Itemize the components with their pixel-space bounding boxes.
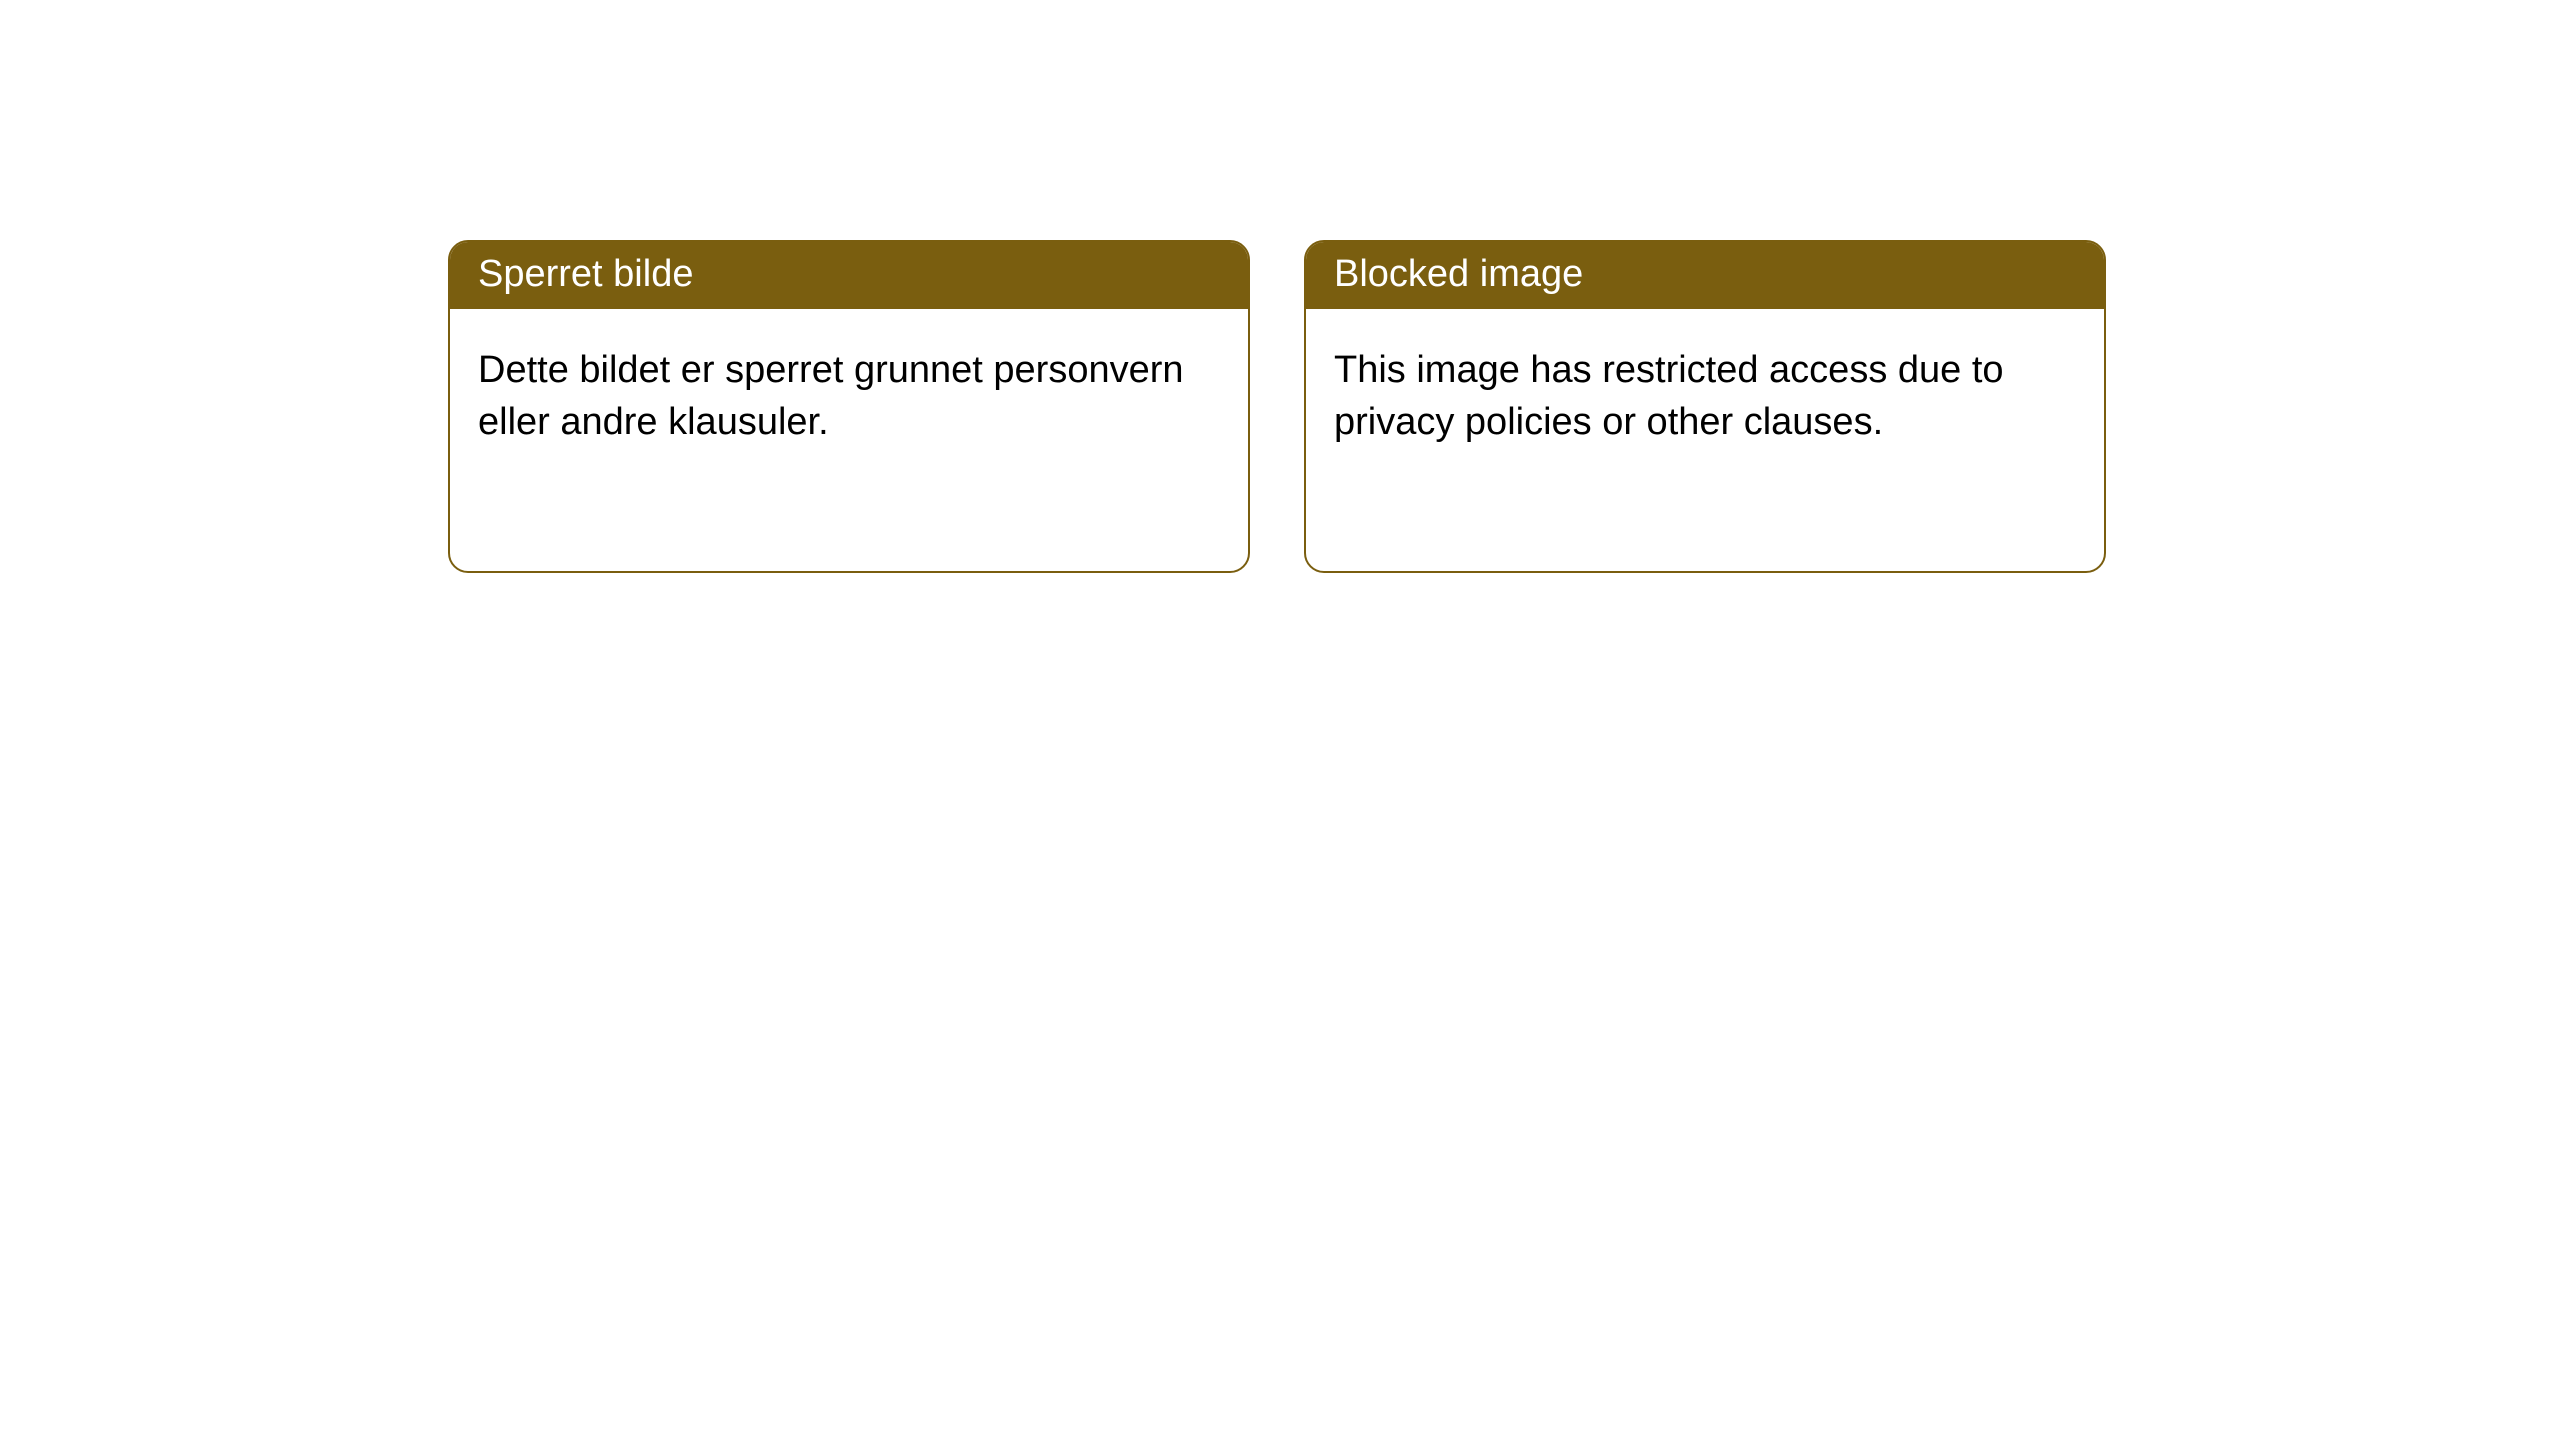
notice-card-english: Blocked image This image has restricted … xyxy=(1304,240,2106,573)
notice-header-english: Blocked image xyxy=(1306,242,2104,309)
notice-body-norwegian: Dette bildet er sperret grunnet personve… xyxy=(450,309,1248,484)
notice-header-norwegian: Sperret bilde xyxy=(450,242,1248,309)
notice-container: Sperret bilde Dette bildet er sperret gr… xyxy=(0,0,2560,573)
notice-body-english: This image has restricted access due to … xyxy=(1306,309,2104,484)
notice-card-norwegian: Sperret bilde Dette bildet er sperret gr… xyxy=(448,240,1250,573)
